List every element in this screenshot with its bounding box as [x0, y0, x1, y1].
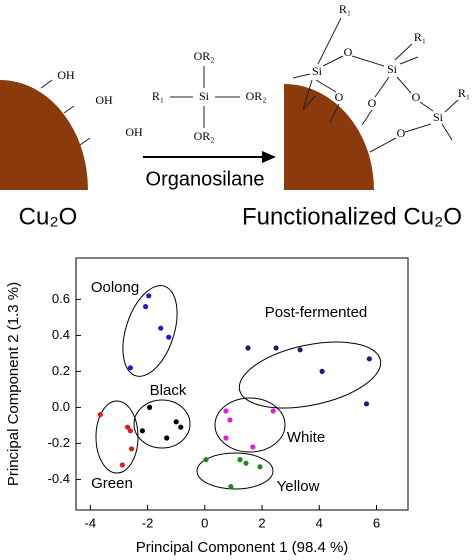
point	[257, 464, 263, 470]
x-tick-label: 6	[373, 515, 380, 530]
plot-frame	[75, 257, 409, 511]
point	[223, 408, 229, 414]
silicon: Si	[199, 89, 210, 103]
point	[97, 412, 103, 418]
point	[237, 457, 243, 463]
x-tick-label: 0	[201, 515, 208, 530]
point	[146, 404, 153, 410]
oxygen: O	[344, 45, 353, 59]
point	[297, 347, 303, 353]
point	[166, 334, 172, 340]
bond	[79, 137, 91, 146]
x-axis-label: Principal Component 1 (98.4 %)	[136, 539, 349, 556]
point	[164, 435, 170, 441]
point	[227, 417, 233, 423]
cluster-outlines	[95, 285, 382, 490]
point	[139, 428, 145, 434]
silicon: Si	[433, 110, 444, 124]
hydroxyl: OH	[95, 93, 113, 107]
bond	[63, 105, 75, 114]
point	[128, 446, 135, 452]
cluster-label: Black	[150, 382, 187, 399]
arrow-head	[262, 151, 276, 163]
alkoxy: OR₂	[246, 89, 267, 103]
x-tick-label: -4	[85, 515, 97, 530]
oxygen: O	[368, 96, 377, 110]
cluster-label: Post-fermented	[265, 304, 368, 321]
point	[124, 424, 131, 430]
point	[363, 401, 370, 407]
point	[158, 325, 164, 331]
point	[270, 408, 276, 414]
point	[127, 428, 133, 434]
y-tick-label: 0.2	[52, 363, 70, 378]
point	[273, 345, 279, 351]
alkoxy: OR₂	[194, 49, 215, 63]
point	[142, 304, 149, 310]
point	[319, 368, 325, 374]
oxygen: O	[335, 90, 344, 104]
point	[146, 293, 152, 299]
oxygen: O	[412, 90, 421, 104]
cluster-label: Yellow	[277, 478, 320, 495]
point	[127, 365, 133, 371]
point	[178, 424, 184, 430]
r-group: R₁	[414, 30, 426, 44]
y-tick-label: -0.2	[48, 435, 70, 450]
cluster-label: Green	[91, 475, 133, 492]
point	[228, 484, 234, 490]
point	[366, 356, 372, 362]
hydroxyl: OH	[57, 68, 75, 82]
point	[203, 457, 209, 463]
silicon: Si	[387, 62, 398, 76]
x-tick-label: 2	[258, 515, 265, 530]
silicon: Si	[312, 64, 323, 78]
r-group: R₁	[339, 2, 351, 16]
point	[250, 444, 256, 450]
alkoxy: OR₂	[194, 129, 215, 143]
x-tick-label: -2	[142, 515, 154, 530]
point	[243, 460, 249, 466]
x-tick-label: 4	[316, 515, 323, 530]
point	[223, 435, 229, 441]
product-label: Functionalized Cu₂O	[242, 203, 462, 230]
r-group: R₁	[152, 89, 164, 103]
point	[119, 462, 125, 468]
arrow-label: Organosilane	[146, 168, 265, 190]
cluster-label: Oolong	[91, 279, 139, 296]
reactant-label: Cu₂O	[19, 203, 78, 230]
cluster-label: White	[287, 429, 325, 446]
point	[245, 345, 251, 351]
hydroxyl: OH	[125, 125, 143, 139]
y-tick-label: 0.4	[52, 327, 70, 342]
oxygen: O	[397, 126, 406, 140]
functionalized-particle	[284, 84, 374, 190]
y-tick-label: 0.6	[52, 291, 70, 306]
y-tick-label: 0.0	[52, 399, 70, 414]
r-group: R₁	[458, 86, 470, 100]
siloxane-bonds	[292, 17, 459, 153]
y-axis-label: Principal Component 2 (1.3 %)	[5, 282, 22, 486]
y-tick-label: -0.4	[48, 471, 70, 486]
bond	[40, 79, 53, 89]
point	[173, 419, 179, 425]
cu2o-particle	[0, 80, 88, 190]
